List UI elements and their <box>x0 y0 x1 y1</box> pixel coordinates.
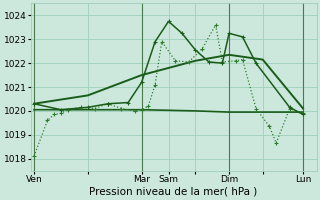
X-axis label: Pression niveau de la mer( hPa ): Pression niveau de la mer( hPa ) <box>90 187 258 197</box>
